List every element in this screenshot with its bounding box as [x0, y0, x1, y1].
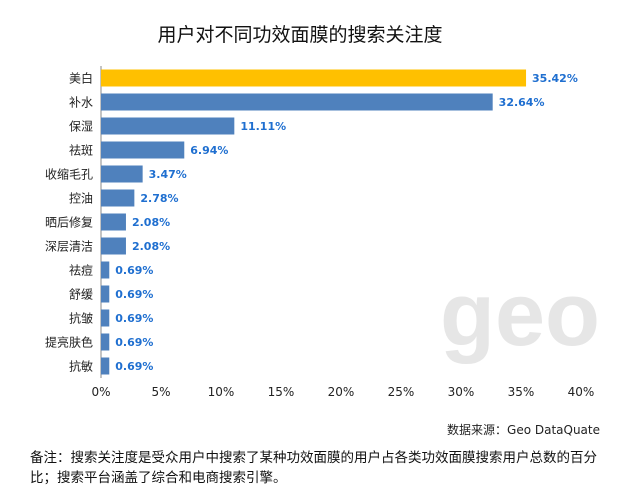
- value-label-3: 6.94%: [190, 144, 228, 157]
- category-label-8: 祛痘: [69, 263, 93, 278]
- bar-3: [101, 141, 185, 159]
- category-label-0: 美白: [69, 71, 93, 86]
- value-label-10: 0.69%: [115, 312, 153, 325]
- category-label-11: 提亮肤色: [45, 335, 93, 350]
- bar-2: [101, 117, 235, 135]
- footnote: 备注：搜索关注度是受众用户中搜索了某种功效面膜的用户占各类功效面膜搜索用户总数的…: [30, 450, 597, 486]
- value-label-9: 0.69%: [115, 288, 153, 301]
- category-label-6: 晒后修复: [45, 215, 93, 230]
- value-label-11: 0.69%: [115, 336, 153, 349]
- category-label-4: 收缩毛孔: [45, 167, 93, 182]
- bar-9: [101, 285, 110, 303]
- category-label-2: 保湿: [69, 119, 93, 134]
- bar-1: [101, 93, 493, 111]
- category-label-5: 控油: [69, 192, 93, 206]
- value-label-0: 35.42%: [532, 72, 578, 85]
- chart-title: 用户对不同功效面膜的搜索关注度: [157, 24, 443, 46]
- bar-0: [101, 69, 527, 87]
- x-tick-label-5: 25%: [388, 385, 415, 399]
- watermark: geo: [440, 265, 600, 365]
- x-tick-label-3: 15%: [268, 385, 295, 399]
- value-label-5: 2.78%: [140, 192, 178, 205]
- data-source: 数据来源：Geo DataQuate: [447, 423, 600, 437]
- value-label-6: 2.08%: [132, 216, 170, 229]
- bar-12: [101, 357, 110, 375]
- bar-11: [101, 333, 110, 351]
- category-label-12: 抗敏: [69, 359, 93, 374]
- bar-4: [101, 165, 143, 183]
- value-label-4: 3.47%: [149, 168, 187, 181]
- x-tick-label-2: 10%: [208, 385, 235, 399]
- value-label-7: 2.08%: [132, 240, 170, 253]
- bar-6: [101, 213, 126, 231]
- category-label-1: 补水: [69, 96, 93, 110]
- x-tick-label-8: 40%: [568, 385, 595, 399]
- value-label-12: 0.69%: [115, 360, 153, 373]
- value-label-2: 11.11%: [240, 120, 286, 133]
- x-tick-label-4: 20%: [328, 385, 355, 399]
- category-label-10: 抗皱: [69, 311, 93, 326]
- bar-5: [101, 189, 135, 207]
- bar-8: [101, 261, 110, 279]
- x-tick-label-0: 0%: [91, 385, 110, 399]
- category-label-3: 祛斑: [69, 144, 93, 158]
- bar-chart: geo 美白 35.42% 补水 32.64% 保湿 11.11% 祛斑 6.94% 收缩毛孔 3…: [45, 66, 600, 399]
- category-label-7: 深层清洁: [45, 240, 93, 254]
- value-label-8: 0.69%: [115, 264, 153, 277]
- x-tick-label-6: 30%: [448, 385, 475, 399]
- bar-10: [101, 309, 110, 327]
- x-tick-label-1: 5%: [151, 385, 170, 399]
- value-label-1: 32.64%: [499, 96, 545, 109]
- x-tick-label-7: 35%: [508, 385, 535, 399]
- category-label-9: 舒缓: [69, 288, 93, 302]
- bar-7: [101, 237, 126, 255]
